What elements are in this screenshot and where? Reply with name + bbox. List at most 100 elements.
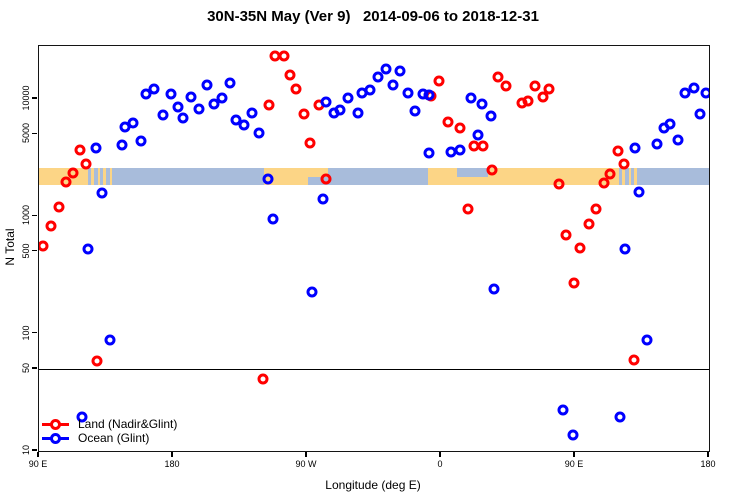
legend-item-ocean: Ocean (Glint): [42, 431, 177, 445]
land-data-point: [477, 140, 489, 152]
y-axis-tick-label: 50: [21, 362, 31, 374]
y-axis-tick: [32, 132, 37, 135]
land-data-point: [91, 355, 103, 367]
x-axis-title: Longitude (deg E): [325, 478, 421, 492]
x-axis-tick: [171, 452, 173, 457]
y-axis-tick-label: 1000: [21, 205, 31, 226]
x-axis-tick: [707, 452, 709, 457]
land-data-point: [454, 122, 466, 134]
y-axis-tick-label: 500: [21, 243, 31, 259]
y-axis-tick: [32, 214, 37, 217]
ocean-data-point: [208, 98, 220, 110]
land-data-point: [442, 116, 454, 128]
land-data-point: [80, 158, 92, 170]
x-axis-tick: [37, 452, 39, 457]
land-data-point: [45, 220, 57, 232]
land-data-point: [628, 354, 640, 366]
y-axis-tick: [32, 249, 37, 252]
ocean-data-point: [664, 118, 676, 130]
ocean-data-point: [267, 213, 279, 225]
map-band-sea-notch: [308, 177, 328, 185]
ocean-data-point: [135, 135, 147, 147]
land-data-point: [67, 167, 79, 179]
ocean-data-point: [694, 108, 706, 120]
ocean-series-symbol: [42, 432, 69, 444]
land-data-point: [486, 164, 498, 176]
land-data-point: [278, 50, 290, 62]
ocean-data-point: [472, 129, 484, 141]
land-data-point: [492, 71, 504, 83]
ocean-data-point: [700, 87, 709, 99]
ocean-data-point: [380, 63, 392, 75]
x-axis-tick: [573, 452, 575, 457]
land-data-point: [553, 178, 565, 190]
x-axis-tick: [305, 452, 307, 457]
x-axis-tick-label: 90 E: [28, 459, 48, 469]
y-axis-tick-label: 10: [21, 444, 31, 456]
y-axis-tick: [32, 449, 37, 451]
ocean-data-point: [402, 87, 414, 99]
ocean-data-point: [342, 92, 354, 104]
legend-item-land: Land (Nadir&Glint): [42, 417, 177, 431]
reference-line-50: [39, 369, 709, 370]
ocean-data-point: [352, 107, 364, 119]
y-axis-tick: [32, 97, 37, 99]
ocean-data-point: [688, 82, 700, 94]
land-data-point: [284, 69, 296, 81]
ocean-data-point: [177, 112, 189, 124]
ocean-data-point: [246, 107, 258, 119]
ocean-data-point: [90, 142, 102, 154]
ocean-data-point: [82, 243, 94, 255]
x-axis-tick-label: 180: [164, 459, 180, 469]
ocean-data-point: [387, 79, 399, 91]
land-data-point: [612, 145, 624, 157]
ocean-data-point: [476, 98, 488, 110]
map-band-coastline: [617, 167, 639, 185]
land-data-point: [537, 91, 549, 102]
ocean-data-point: [224, 77, 236, 89]
map-band-sea-notch: [456, 167, 488, 178]
ocean-data-point: [165, 88, 177, 100]
land-data-point: [583, 218, 595, 230]
ocean-data-point: [201, 79, 213, 91]
legend: Land (Nadir&Glint) Ocean (Glint): [42, 417, 177, 445]
ocean-data-point: [651, 138, 663, 150]
ocean-data-point: [372, 71, 384, 83]
ocean-data-point: [76, 411, 88, 423]
ocean-data-point: [238, 119, 250, 130]
land-series-symbol: [42, 418, 69, 430]
y-axis-tick-label: 5000: [21, 123, 31, 144]
map-band-coastline: [86, 167, 115, 185]
land-data-point: [74, 144, 86, 156]
land-data-point: [618, 158, 630, 170]
ocean-data-point: [614, 411, 626, 423]
ocean-data-point: [104, 334, 116, 346]
land-data-point: [290, 83, 302, 95]
ocean-data-point: [485, 110, 497, 122]
land-data-point: [39, 240, 49, 252]
ocean-data-point: [567, 429, 579, 441]
land-data-point: [522, 95, 534, 107]
land-data-point: [500, 80, 512, 92]
land-data-point: [574, 242, 586, 254]
ocean-data-point: [679, 87, 691, 99]
ocean-data-point: [465, 92, 477, 104]
ocean-data-point: [641, 334, 653, 346]
y-axis-title: N Total: [3, 228, 17, 266]
legend-label-land: Land (Nadir&Glint): [78, 417, 178, 431]
ocean-data-point: [306, 286, 318, 298]
land-data-point: [320, 173, 332, 185]
ocean-data-point: [127, 117, 139, 129]
ocean-data-point: [157, 109, 169, 121]
y-axis-tick-label: 10000: [21, 85, 31, 111]
land-data-point: [604, 168, 616, 180]
x-axis-tick-label: 180: [700, 459, 716, 469]
land-data-point: [298, 108, 310, 120]
x-axis-tick-label: 90 W: [295, 459, 317, 469]
land-data-point: [257, 373, 269, 385]
ocean-data-point: [364, 84, 376, 96]
ocean-data-point: [317, 193, 329, 205]
land-data-point: [53, 201, 65, 213]
ocean-data-point: [253, 127, 265, 139]
